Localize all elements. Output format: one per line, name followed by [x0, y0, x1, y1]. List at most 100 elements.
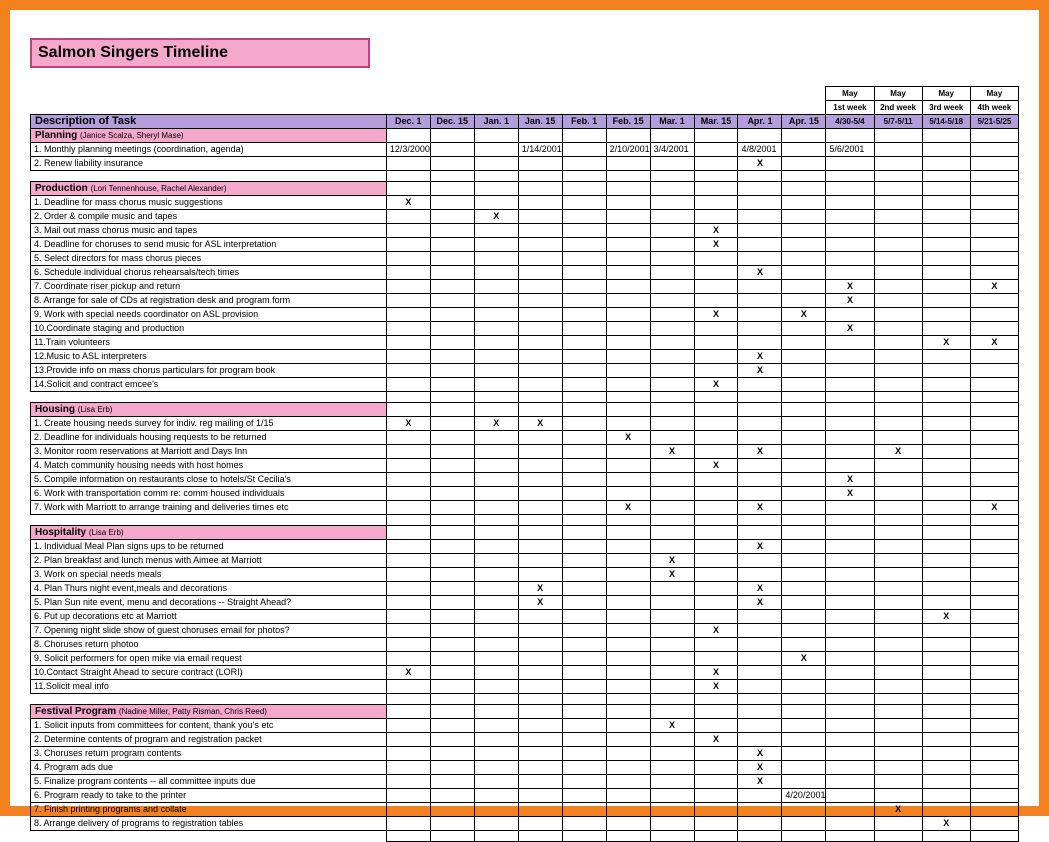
- cell[interactable]: [562, 638, 606, 652]
- cell[interactable]: [650, 652, 694, 666]
- cell[interactable]: [782, 761, 826, 775]
- cell[interactable]: [694, 526, 738, 540]
- cell[interactable]: [606, 733, 650, 747]
- cell[interactable]: [738, 568, 782, 582]
- task-desc[interactable]: 8. Arrange delivery of programs to regis…: [31, 817, 387, 831]
- cell[interactable]: [518, 459, 562, 473]
- cell[interactable]: [650, 431, 694, 445]
- cell[interactable]: [518, 473, 562, 487]
- cell[interactable]: [474, 238, 518, 252]
- cell[interactable]: [606, 308, 650, 322]
- cell[interactable]: X: [738, 775, 782, 789]
- cell[interactable]: [874, 364, 922, 378]
- cell[interactable]: [826, 624, 874, 638]
- cell[interactable]: [606, 210, 650, 224]
- cell[interactable]: [650, 624, 694, 638]
- cell[interactable]: [650, 459, 694, 473]
- cell[interactable]: [386, 431, 430, 445]
- cell[interactable]: [562, 761, 606, 775]
- cell[interactable]: [562, 540, 606, 554]
- cell[interactable]: [562, 733, 606, 747]
- cell[interactable]: [874, 733, 922, 747]
- cell[interactable]: [874, 308, 922, 322]
- cell[interactable]: [562, 252, 606, 266]
- cell[interactable]: [562, 610, 606, 624]
- cell[interactable]: [922, 775, 970, 789]
- cell[interactable]: [650, 473, 694, 487]
- cell[interactable]: [970, 378, 1018, 392]
- cell[interactable]: 1/14/2001: [518, 143, 562, 157]
- cell[interactable]: [606, 540, 650, 554]
- cell[interactable]: [922, 378, 970, 392]
- cell[interactable]: [782, 350, 826, 364]
- cell[interactable]: [474, 705, 518, 719]
- cell[interactable]: [386, 526, 430, 540]
- cell[interactable]: [518, 157, 562, 171]
- cell[interactable]: [430, 666, 474, 680]
- cell[interactable]: [518, 403, 562, 417]
- cell[interactable]: [826, 680, 874, 694]
- cell[interactable]: [386, 378, 430, 392]
- task-desc[interactable]: 12.Music to ASL interpreters: [31, 350, 387, 364]
- cell[interactable]: [970, 157, 1018, 171]
- cell[interactable]: X: [518, 596, 562, 610]
- cell[interactable]: [430, 322, 474, 336]
- cell[interactable]: [970, 473, 1018, 487]
- cell[interactable]: [782, 459, 826, 473]
- cell[interactable]: [694, 210, 738, 224]
- cell[interactable]: [922, 501, 970, 515]
- cell[interactable]: [474, 350, 518, 364]
- cell[interactable]: X: [386, 666, 430, 680]
- cell[interactable]: [922, 540, 970, 554]
- cell[interactable]: [606, 624, 650, 638]
- cell[interactable]: [922, 624, 970, 638]
- task-desc[interactable]: 13.Provide info on mass chorus particula…: [31, 364, 387, 378]
- cell[interactable]: [562, 747, 606, 761]
- cell[interactable]: [922, 680, 970, 694]
- cell[interactable]: [738, 789, 782, 803]
- cell[interactable]: [386, 350, 430, 364]
- cell[interactable]: [606, 322, 650, 336]
- cell[interactable]: [430, 747, 474, 761]
- cell[interactable]: [650, 294, 694, 308]
- cell[interactable]: [518, 280, 562, 294]
- cell[interactable]: [518, 705, 562, 719]
- task-desc[interactable]: 5. Finalize program contents -- all comm…: [31, 775, 387, 789]
- task-desc[interactable]: 7. Coordinate riser pickup and return: [31, 280, 387, 294]
- cell[interactable]: [430, 364, 474, 378]
- cell[interactable]: [606, 526, 650, 540]
- cell[interactable]: [650, 540, 694, 554]
- cell[interactable]: X: [694, 378, 738, 392]
- cell[interactable]: [922, 747, 970, 761]
- cell[interactable]: [606, 680, 650, 694]
- cell[interactable]: [874, 459, 922, 473]
- cell[interactable]: [430, 417, 474, 431]
- cell[interactable]: [874, 143, 922, 157]
- cell[interactable]: [606, 761, 650, 775]
- cell[interactable]: [386, 610, 430, 624]
- cell[interactable]: [694, 403, 738, 417]
- cell[interactable]: X: [694, 459, 738, 473]
- cell[interactable]: [694, 501, 738, 515]
- cell[interactable]: [826, 719, 874, 733]
- cell[interactable]: [562, 182, 606, 196]
- cell[interactable]: [874, 182, 922, 196]
- cell[interactable]: [782, 129, 826, 143]
- cell[interactable]: [970, 210, 1018, 224]
- cell[interactable]: [782, 238, 826, 252]
- cell[interactable]: [826, 705, 874, 719]
- cell[interactable]: [386, 789, 430, 803]
- cell[interactable]: [874, 238, 922, 252]
- cell[interactable]: [874, 129, 922, 143]
- task-desc[interactable]: 11.Solicit meal info: [31, 680, 387, 694]
- cell[interactable]: [386, 210, 430, 224]
- cell[interactable]: [606, 157, 650, 171]
- cell[interactable]: [386, 747, 430, 761]
- cell[interactable]: [430, 526, 474, 540]
- cell[interactable]: [518, 378, 562, 392]
- cell[interactable]: [826, 733, 874, 747]
- cell[interactable]: [430, 129, 474, 143]
- cell[interactable]: [874, 294, 922, 308]
- cell[interactable]: [518, 719, 562, 733]
- cell[interactable]: [694, 182, 738, 196]
